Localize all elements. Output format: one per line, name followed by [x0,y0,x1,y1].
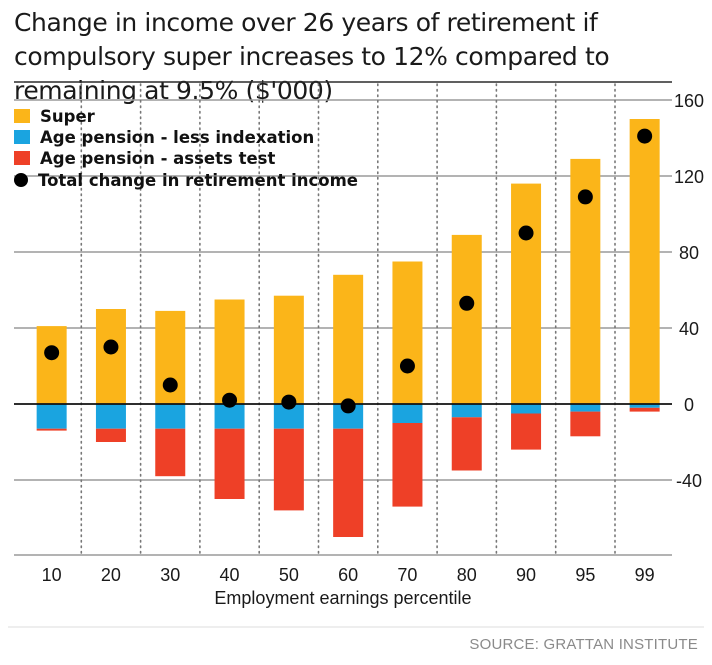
total-change-point [222,392,238,408]
x-tick-label: 40 [220,565,240,585]
bar-age-pension-assets-test [214,428,245,499]
y-tick-label: 120 [674,167,704,187]
total-change-point [459,295,475,311]
bar-age-pension-less-indexation [570,404,601,412]
x-tick-label: 50 [279,565,299,585]
bar-age-pension-less-indexation [155,404,186,429]
total-change-point [340,398,356,414]
bar-age-pension-less-indexation [392,404,423,423]
bar-super [333,274,364,404]
x-tick-label: 20 [101,565,121,585]
legend-label-assets-test: Age pension - assets test [40,148,276,168]
total-change-point [281,394,297,410]
y-tick-label: 160 [674,91,704,111]
bar-age-pension-less-indexation [511,404,542,414]
bar-age-pension-assets-test [511,413,542,450]
y-tick-label: -40 [676,471,702,491]
bar-age-pension-assets-test [392,423,423,507]
y-tick-label: 80 [679,243,699,263]
bar-super [451,234,482,404]
bar-age-pension-assets-test [333,428,364,537]
bar-age-pension-assets-test [36,428,67,431]
bar-super [629,119,660,404]
total-change-point [44,345,60,361]
bar-age-pension-assets-test [570,411,601,437]
x-tick-label: 95 [575,565,595,585]
bar-super [511,183,542,404]
legend-item-total: Total change in retirement income [14,169,358,191]
x-tick-label: 30 [160,565,180,585]
source-note: SOURCE: GRATTAN INSTITUTE [469,636,698,653]
legend-swatch-assets-test [14,151,30,165]
legend-swatch-super [14,109,30,123]
chart-title: Change in income over 26 years of retire… [14,8,610,105]
bar-age-pension-less-indexation [451,404,482,418]
bar-age-pension-assets-test [155,428,186,477]
bar-super [95,309,126,404]
x-tick-label: 60 [338,565,358,585]
x-tick-label: 80 [457,565,477,585]
legend-label-less-indexation: Age pension - less indexation [40,127,315,147]
legend-item-less-indexation: Age pension - less indexation [14,126,314,148]
x-tick-label: 10 [42,565,62,585]
total-change-point [399,358,415,374]
total-change-point [162,377,178,393]
bar-age-pension-less-indexation [36,404,67,429]
bar-age-pension-assets-test [629,407,660,412]
legend-label-super: Super [40,106,95,126]
x-tick-label: 90 [516,565,536,585]
bar-super [392,261,423,404]
legend-item-super: Super [14,105,95,127]
bar-age-pension-assets-test [95,428,126,442]
legend-marker-total [14,173,28,187]
legend-item-assets-test: Age pension - assets test [14,147,275,169]
bar-age-pension-assets-test [451,417,482,471]
bar-super [273,295,304,404]
total-change-point [518,225,534,241]
legend-swatch-less-indexation [14,130,30,144]
bar-age-pension-less-indexation [629,404,660,408]
bar-age-pension-assets-test [273,428,304,511]
total-change-point [577,189,593,205]
y-tick-label: 40 [679,319,699,339]
y-tick-label: 0 [684,395,694,415]
total-change-point [637,128,653,144]
bar-super [36,326,67,404]
x-tick-label: 99 [635,565,655,585]
total-change-point [103,339,119,355]
x-axis-label: Employment earnings percentile [214,588,471,608]
bar-age-pension-less-indexation [95,404,126,429]
legend-label-total: Total change in retirement income [38,170,358,190]
bar-super [214,299,245,404]
x-tick-label: 70 [397,565,417,585]
bar-age-pension-less-indexation [214,404,245,429]
